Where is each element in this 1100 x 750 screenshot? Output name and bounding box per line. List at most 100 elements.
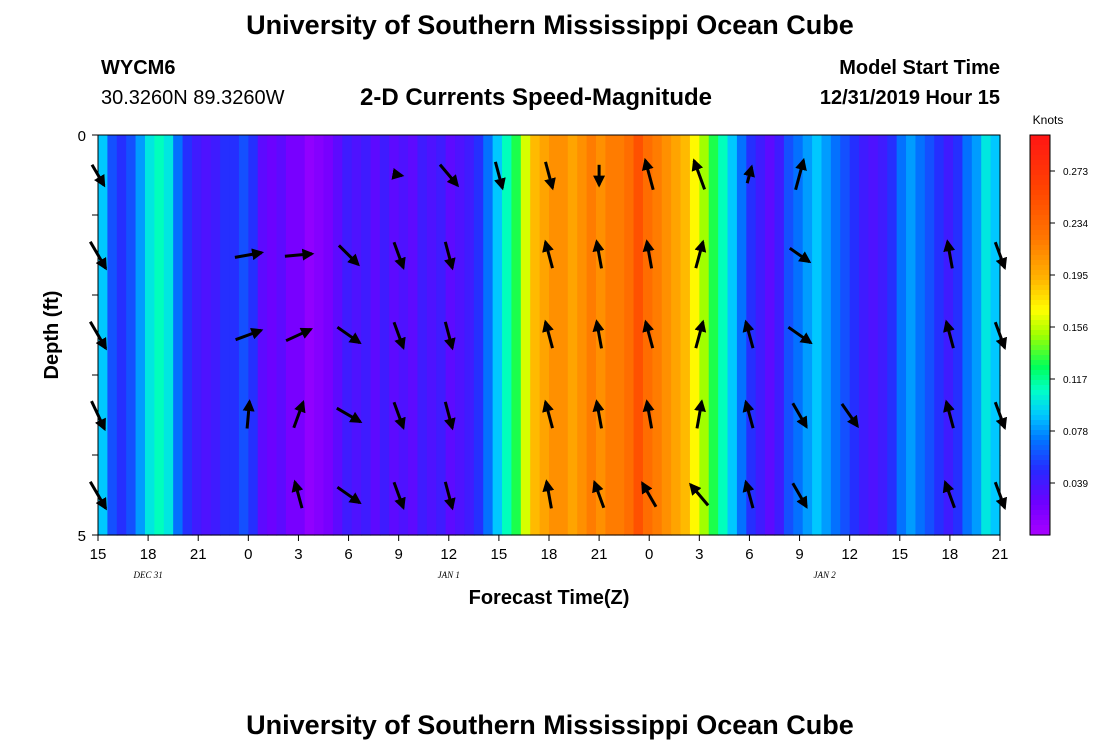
current-vector-arrow (438, 163, 460, 188)
current-vector-arrow (642, 239, 655, 269)
heatmap-cell (182, 455, 193, 536)
heatmap-cell (708, 135, 719, 216)
colorbar-segment (1030, 525, 1050, 531)
heatmap-cell (98, 295, 108, 376)
current-vector-arrow (942, 479, 956, 509)
heatmap-cell (483, 455, 494, 536)
heatmap-cell (473, 455, 484, 536)
heatmap-cell (257, 135, 268, 216)
heatmap-cell (595, 135, 606, 216)
x-tick-label: 21 (992, 546, 1009, 563)
heatmap-cell (464, 215, 475, 296)
heatmap-cell (304, 135, 315, 216)
heatmap-cell (736, 375, 747, 456)
current-vector-arrow (791, 482, 808, 509)
heatmap-cell (708, 295, 719, 376)
heatmap-cell (727, 295, 738, 376)
heatmap-cell (671, 135, 682, 216)
heatmap-cell (840, 375, 851, 456)
heatmap-cell (567, 215, 578, 296)
heatmap-cell (577, 375, 588, 456)
heatmap-cell (304, 375, 315, 456)
current-vector-arrow (336, 325, 362, 345)
heatmap-cell (267, 455, 278, 536)
heatmap-cell (408, 295, 419, 376)
heatmap-cell (981, 215, 992, 296)
colorbar-segment (1030, 415, 1050, 421)
heatmap-cell (539, 135, 550, 216)
current-vector-arrow (392, 241, 406, 271)
heatmap-cell (699, 455, 710, 536)
heatmap-cell (126, 375, 137, 456)
heatmap-cell (436, 295, 447, 376)
heatmap-cell (887, 295, 898, 376)
heatmap-cell (154, 455, 165, 536)
heatmap-cell (774, 295, 785, 376)
heatmap-cell (755, 375, 766, 456)
colorbar-segment (1030, 395, 1050, 401)
heatmap-cell (220, 215, 231, 296)
heatmap-cell (877, 295, 888, 376)
colorbar-segment (1030, 505, 1050, 511)
heatmap-cell (614, 135, 625, 216)
current-vector-arrow (285, 327, 313, 343)
heatmap-cell (586, 295, 597, 376)
x-tick-label: 18 (541, 546, 558, 563)
heatmap-cell (285, 135, 296, 216)
x-tick-label: 0 (244, 546, 252, 563)
colorbar-segment (1030, 150, 1050, 156)
heatmap-cell (154, 215, 165, 296)
heatmap-cell (314, 455, 325, 536)
heatmap-cell (906, 455, 917, 536)
heatmap-cell (361, 215, 372, 296)
heatmap-cell (445, 295, 456, 376)
current-vector-arrow (542, 319, 554, 349)
heatmap-cell (906, 135, 917, 216)
current-vector-arrow (787, 325, 813, 345)
heatmap-cell (191, 135, 202, 216)
heatmap-cell (840, 295, 851, 376)
heatmap-cell (379, 295, 390, 376)
colorbar-segment (1030, 140, 1050, 146)
heatmap-cell (436, 215, 447, 296)
axes: 15 18 21 0 3 6 9 12 15 18 21 0 3 6 9 12 15 18 21 DEC 31 JAN … (78, 128, 1009, 580)
heatmap-cell (304, 295, 315, 376)
current-vector-arrow (943, 239, 956, 269)
current-vector-arrow (242, 399, 255, 429)
y-tick-label: 5 (78, 528, 86, 545)
heatmap-cell (652, 455, 663, 536)
heatmap-cell (351, 215, 362, 296)
colorbar-segment (1030, 195, 1050, 201)
heatmap-cell (502, 295, 513, 376)
heatmap-cell (549, 135, 559, 216)
colorbar-tick-label: 0.117 (1063, 375, 1088, 386)
heatmap-cell (661, 375, 672, 456)
heatmap-cell (868, 215, 879, 296)
colorbar-segment (1030, 165, 1050, 171)
colorbar-segment (1030, 350, 1050, 356)
heatmap-cell (887, 455, 898, 536)
heatmap-cell (680, 455, 691, 536)
current-vector-arrow (641, 157, 655, 191)
colorbar-segment (1030, 475, 1050, 481)
heatmap-cell (116, 295, 127, 376)
heatmap-cell (924, 215, 935, 296)
colorbar-segment (1030, 170, 1050, 176)
heatmap-cell (332, 375, 343, 456)
current-vector-arrow (592, 239, 605, 269)
heatmap-cell (210, 455, 221, 536)
heatmap-cell (821, 135, 832, 216)
heatmap-cell (436, 135, 447, 216)
heatmap-cell (408, 455, 419, 536)
heatmap-cell (577, 135, 588, 216)
heatmap-cell (182, 135, 193, 216)
heatmap-cell (671, 295, 682, 376)
y-axis-label: Depth (ft) (41, 291, 63, 380)
heatmap-cell (915, 215, 926, 296)
heatmap-cell (934, 455, 945, 536)
heatmap-cell (285, 455, 296, 536)
heatmap-cell (248, 455, 259, 536)
heatmap-cell (126, 455, 137, 536)
heatmap-cell (652, 375, 663, 456)
